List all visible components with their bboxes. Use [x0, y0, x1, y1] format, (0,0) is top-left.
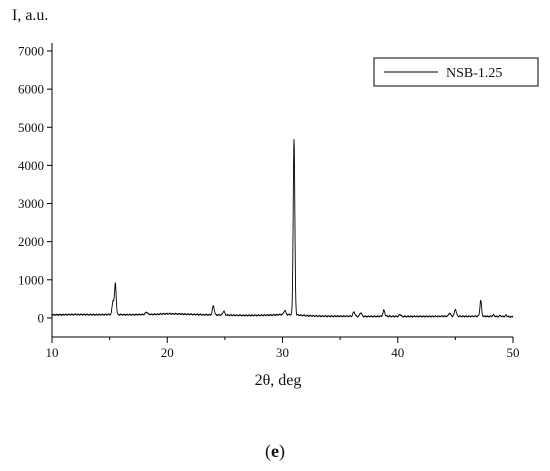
x-axis-title: 2θ, deg [255, 372, 302, 389]
y-tick-label: 0 [38, 310, 45, 325]
caption-open-paren: ( [265, 441, 271, 462]
y-tick-label: 3000 [18, 196, 44, 211]
x-tick-label: 50 [507, 345, 520, 360]
x-tick-label: 20 [161, 345, 174, 360]
y-tick-label: 1000 [18, 272, 44, 287]
legend: NSB-1.25 [373, 57, 539, 87]
y-tick-label: 5000 [18, 120, 44, 135]
x-tick-label: 40 [391, 345, 404, 360]
caption-close-paren: ) [279, 441, 285, 462]
legend-label: NSB-1.25 [446, 66, 502, 81]
x-ticks: 10 20 30 40 50 [46, 337, 520, 360]
figure-caption: (e) [265, 441, 285, 462]
y-tick-label: 7000 [18, 44, 44, 59]
y-tick-label: 4000 [18, 158, 44, 173]
y-axis-title: I, a.u. [12, 7, 48, 24]
y-tick-label: 6000 [18, 82, 44, 97]
y-tick-label: 2000 [18, 234, 44, 249]
caption-letter: e [271, 441, 279, 461]
x-tick-label: 10 [46, 345, 59, 360]
y-ticks: 0 1000 2000 3000 4000 5000 6000 7000 [18, 44, 52, 325]
series-line-nsb-1-25 [51, 139, 514, 318]
axes [51, 43, 513, 338]
x-tick-label: 30 [276, 345, 289, 360]
